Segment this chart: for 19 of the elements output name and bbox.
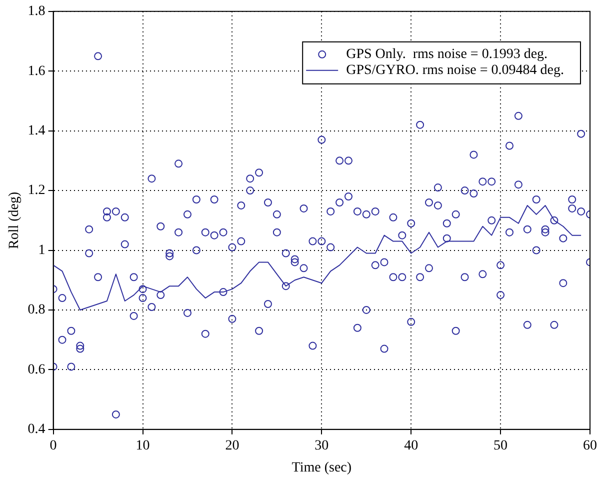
y-tick-label: 0.4 [28, 422, 46, 438]
y-tick-label: 1.8 [28, 4, 46, 20]
x-tick-label: 50 [494, 438, 508, 454]
x-axis-title: Time (sec) [292, 460, 352, 476]
x-tick-label: 40 [404, 438, 418, 454]
x-tick-label: 60 [583, 438, 597, 454]
x-tick-label: 30 [314, 438, 329, 454]
x-tick-label: 20 [225, 438, 240, 454]
x-tick-label: 10 [136, 438, 150, 454]
y-tick-label: 1.2 [28, 183, 46, 198]
x-tick-label: 0 [50, 438, 57, 454]
legend-label: GPS Only. rms noise = 0.1993 deg. [346, 47, 548, 62]
y-tick-label: 1.4 [28, 124, 46, 138]
legend-label: GPS/GYRO. rms noise = 0.09484 deg. [346, 63, 564, 78]
y-tick-label: 1.6 [28, 64, 46, 79]
y-tick-label: 1 [38, 242, 46, 258]
y-axis-title: Roll (deg) [7, 191, 22, 249]
y-tick-label: 0.8 [28, 302, 46, 318]
y-tick-label: 0.6 [28, 362, 46, 378]
